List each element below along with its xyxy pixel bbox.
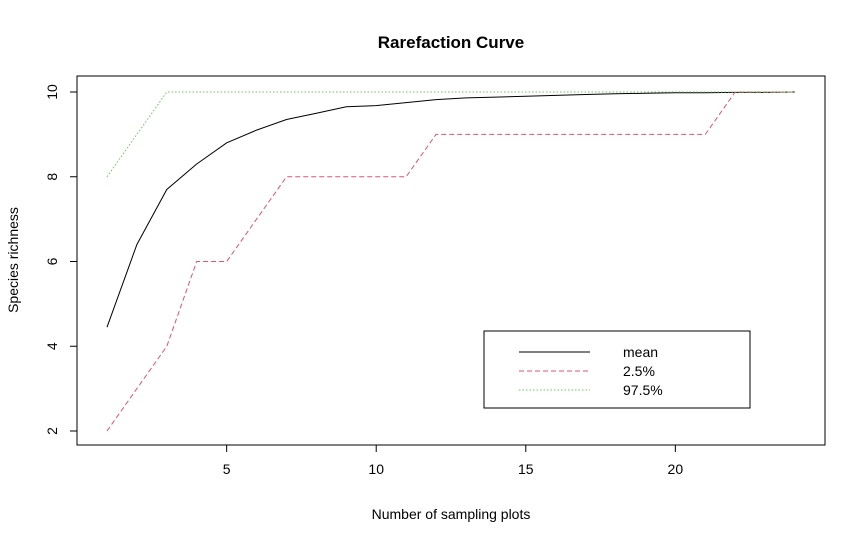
y-tick-label-10: 10: [44, 84, 60, 100]
y-axis: 2 4 6 8 10: [44, 84, 78, 435]
x-tick-label-5: 5: [223, 461, 231, 477]
y-axis-label: Species richness: [5, 207, 21, 313]
series-line-mean: [106, 91, 796, 328]
legend: mean 2.5% 97.5%: [483, 330, 751, 409]
x-tick-label-15: 15: [518, 461, 534, 477]
legend-label-mean: mean: [623, 344, 658, 360]
y-tick-label-8: 8: [44, 173, 60, 181]
legend-label-lower: 2.5%: [623, 363, 655, 379]
y-tick-label-6: 6: [44, 257, 60, 265]
x-tick-label-20: 20: [668, 461, 684, 477]
series-line-lower: [106, 91, 795, 432]
y-tick-label-4: 4: [44, 342, 60, 350]
chart-title: Rarefaction Curve: [378, 33, 524, 52]
x-axis: 5 10 15 20: [223, 444, 684, 477]
x-tick-label-10: 10: [368, 461, 384, 477]
series-line-upper: [106, 91, 795, 178]
x-axis-label: Number of sampling plots: [372, 506, 531, 522]
y-tick-label-2: 2: [44, 427, 60, 435]
legend-label-upper: 97.5%: [623, 382, 663, 398]
legend-box: [483, 330, 751, 409]
series-layer: [106, 91, 796, 432]
